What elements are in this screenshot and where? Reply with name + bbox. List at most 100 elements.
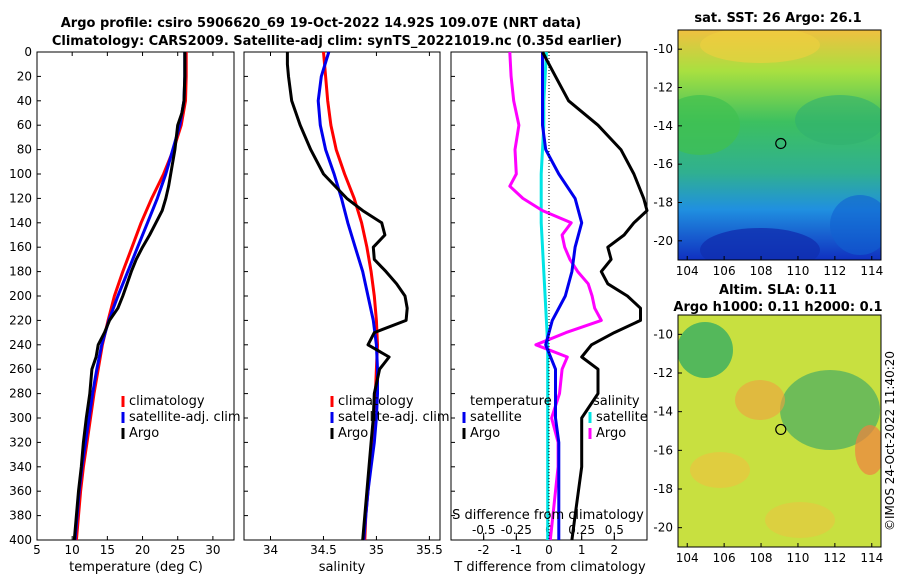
- depth-tick-label: 400: [9, 533, 32, 547]
- depth-tick-label: 80: [17, 143, 32, 157]
- sst-axes: [677, 29, 882, 261]
- depth-tick-label: 320: [9, 435, 32, 449]
- legend-label-sal-argo: Argo: [596, 426, 626, 441]
- s-difference-tick-label: 0.5: [605, 523, 624, 537]
- sst-patch: [830, 195, 881, 255]
- s-difference-xlabel: S difference from climatology: [452, 508, 644, 523]
- depth-tick-label: 220: [9, 313, 32, 327]
- depth-tick-label: 240: [9, 338, 32, 352]
- temperature-tick-label: 25: [170, 543, 185, 557]
- salinity-xlabel: salinity: [319, 560, 366, 575]
- temperature-argo-difference-line: [541, 51, 649, 541]
- lat-tick-label: -10: [653, 327, 673, 341]
- legend-label-argo: Argo: [338, 426, 368, 441]
- sst-patch: [700, 228, 820, 260]
- sla-patch: [678, 322, 733, 378]
- lon-tick-label: 104: [676, 551, 699, 565]
- lon-tick-label: 106: [713, 551, 736, 565]
- salinity-series-line: [285, 52, 409, 541]
- sla-patch: [780, 370, 880, 450]
- lat-tick-label: -10: [653, 42, 673, 56]
- salinity-series-line: [316, 51, 379, 541]
- temperature-satellite-difference-line: [541, 52, 584, 540]
- depth-tick-label: 0: [24, 45, 32, 59]
- legend-label-argo: Argo: [129, 426, 159, 441]
- lat-tick-label: -16: [653, 443, 673, 457]
- temperature-tick-label: 20: [135, 543, 150, 557]
- sla-map-title-line1: Altim. SLA: 0.11: [719, 283, 837, 298]
- legend-label-climatology: climatology: [338, 394, 414, 409]
- salinity-argo-difference-line: [508, 51, 603, 541]
- salinity-axes: [243, 51, 441, 541]
- temperature-tick-label: 5: [33, 543, 41, 557]
- salinity-tick-label: 35: [369, 543, 384, 557]
- legend-label-temp-satellite: satellite: [470, 410, 522, 425]
- salinity-tick-label: 35.5: [416, 543, 443, 557]
- imos-watermark: ©IMOS 24-Oct-2022 11:40:20: [883, 351, 897, 531]
- sla-profile-marker: [775, 423, 787, 436]
- temperature-tick-label: 10: [65, 543, 80, 557]
- depth-tick-label: 300: [9, 411, 32, 425]
- lon-tick-label: 110: [787, 551, 810, 565]
- t-difference-tick-label: -2: [478, 543, 490, 557]
- s-difference-tick-label: -0.5: [472, 523, 495, 537]
- sla-patch: [855, 425, 881, 475]
- s-difference-tick-label: -0.25: [501, 523, 532, 537]
- lon-tick-label: 108: [750, 264, 773, 278]
- lat-tick-label: -12: [653, 366, 673, 380]
- depth-tick-label: 280: [9, 387, 32, 401]
- depth-tick-label: 120: [9, 191, 32, 205]
- temperature-legend: climatology satellite-adj. clim Argo: [121, 394, 241, 441]
- legend-label-temp-argo: Argo: [470, 426, 500, 441]
- sst-heatmap: [678, 30, 881, 260]
- depth-tick-label: 200: [9, 289, 32, 303]
- lat-tick-label: -14: [653, 119, 673, 133]
- figure-title-line1: Argo profile: csiro 5906620_69 19-Oct-20…: [61, 16, 582, 31]
- sla-axes: [677, 314, 882, 548]
- depth-tick-label: 100: [9, 167, 32, 181]
- lon-tick-label: 114: [860, 264, 883, 278]
- legend-label-climatology: climatology: [129, 394, 205, 409]
- salinity-tick-label: 34: [263, 543, 278, 557]
- lon-tick-label: 114: [860, 551, 883, 565]
- legend-title-salinity: salinity: [593, 394, 640, 409]
- sst-axis-ticks: 104 106 108 110 112 114 -10 -12 -14 -16 -18 -20: [653, 42, 883, 278]
- lon-tick-label: 112: [823, 551, 846, 565]
- lat-tick-label: -12: [653, 81, 673, 95]
- temperature-series-line: [74, 52, 188, 541]
- lat-tick-label: -16: [653, 157, 673, 171]
- lat-tick-label: -20: [653, 234, 673, 248]
- sst-patch: [678, 95, 740, 155]
- temperature-xlabel: temperature (deg C): [69, 560, 203, 575]
- t-difference-tick-label: 1: [578, 543, 586, 557]
- lon-tick-label: 106: [713, 264, 736, 278]
- legend-title-temperature: temperature: [470, 394, 552, 409]
- legend-label-satellite: satellite-adj. clim: [338, 410, 450, 425]
- lon-tick-label: 112: [823, 264, 846, 278]
- figure-title-line2: Climatology: CARS2009. Satellite-adj cli…: [52, 34, 622, 49]
- temperature-series-line: [73, 52, 187, 541]
- axis-ticks: 0204060801001201401601802002202402602803…: [9, 45, 624, 557]
- t-difference-xlabel: T difference from climatology: [453, 560, 646, 575]
- sla-axis-ticks: 104 106 108 110 112 114 -10 -12 -14 -16 -18 -20: [653, 327, 883, 565]
- depth-tick-label: 180: [9, 265, 32, 279]
- lat-tick-label: -14: [653, 405, 673, 419]
- sla-heatmap: [678, 315, 881, 547]
- sst-profile-marker: [775, 137, 787, 150]
- sst-map-title: sat. SST: 26 Argo: 26.1: [694, 11, 861, 26]
- temperature-tick-label: 30: [205, 543, 220, 557]
- depth-tick-label: 40: [17, 94, 32, 108]
- t-difference-tick-label: -1: [510, 543, 522, 557]
- lat-tick-label: -18: [653, 196, 673, 210]
- sst-patch: [700, 30, 820, 63]
- lat-tick-label: -20: [653, 521, 673, 535]
- salinity-tick-label: 34.5: [310, 543, 337, 557]
- profile-lines: [72, 51, 649, 541]
- salinity-legend: climatology satellite-adj. clim Argo: [330, 394, 450, 441]
- temperature-series-line: [72, 52, 187, 541]
- sla-patch: [690, 452, 750, 488]
- sst-patch: [795, 95, 881, 145]
- difference-legend: temperature satellite Argo salinity sate…: [462, 394, 648, 441]
- sla-patch: [765, 502, 835, 538]
